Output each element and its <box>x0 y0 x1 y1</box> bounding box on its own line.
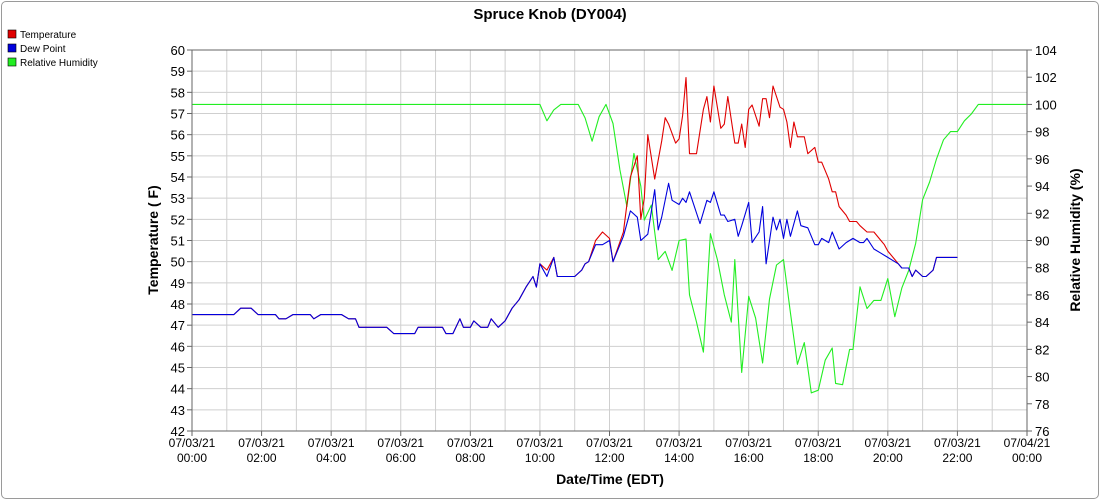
x-tick-date: 07/03/21 <box>725 436 772 450</box>
left-tick-label: 59 <box>171 64 185 79</box>
x-tick-date: 07/03/21 <box>586 436 633 450</box>
series-relative-humidity <box>192 103 1027 394</box>
x-tick-date: 07/03/21 <box>447 436 494 450</box>
legend-label-relative-humidity: Relative Humidity <box>20 58 98 69</box>
left-tick-label: 51 <box>171 234 185 249</box>
left-tick-label: 44 <box>171 382 185 397</box>
x-tick-time: 22:00 <box>942 451 972 465</box>
x-tick-time: 14:00 <box>664 451 694 465</box>
x-axis: 07/03/2100:0007/03/2102:0007/03/2104:000… <box>169 431 1051 465</box>
right-tick-label: 96 <box>1035 152 1049 167</box>
left-tick-label: 42 <box>171 424 185 439</box>
left-tick-label: 58 <box>171 85 185 100</box>
left-tick-label: 47 <box>171 318 185 333</box>
right-tick-label: 104 <box>1035 43 1057 58</box>
legend-swatch-temperature <box>7 29 17 39</box>
x-tick-time: 20:00 <box>873 451 903 465</box>
left-axis-title: Temperature ( F) <box>145 185 161 294</box>
left-tick-label: 57 <box>171 107 185 122</box>
legend-label-temperature: Temperature <box>20 30 77 41</box>
left-tick-label: 45 <box>171 361 185 376</box>
x-tick-time: 10:00 <box>525 451 555 465</box>
right-tick-label: 98 <box>1035 125 1049 140</box>
x-tick-time: 06:00 <box>386 451 416 465</box>
left-tick-label: 55 <box>171 149 185 164</box>
left-tick-label: 49 <box>171 276 185 291</box>
right-tick-label: 84 <box>1035 315 1049 330</box>
x-tick-time: 18:00 <box>803 451 833 465</box>
x-tick-time: 00:00 <box>177 451 207 465</box>
x-tick-date: 07/03/21 <box>795 436 842 450</box>
right-tick-label: 88 <box>1035 261 1049 276</box>
x-tick-date: 07/03/21 <box>656 436 703 450</box>
right-tick-label: 100 <box>1035 97 1057 112</box>
right-axis: 76 78 80 82 84 86 88 90 92 94 96 98 100 102 104 <box>1027 43 1057 439</box>
left-tick-label: 50 <box>171 255 185 270</box>
right-tick-label: 78 <box>1035 397 1049 412</box>
x-tick-time: 02:00 <box>247 451 277 465</box>
x-tick-time: 00:00 <box>1012 451 1042 465</box>
legend-swatch-relative-humidity <box>7 57 17 67</box>
right-tick-label: 92 <box>1035 206 1049 221</box>
legend-swatch-dew-point <box>7 43 17 53</box>
x-tick-time: 16:00 <box>734 451 764 465</box>
left-tick-label: 43 <box>171 403 185 418</box>
legend: Temperature Dew Point Relative Humidity <box>7 29 98 69</box>
right-tick-label: 86 <box>1035 288 1049 303</box>
series-dew-point <box>192 182 958 335</box>
x-tick-date: 07/04/21 <box>1004 436 1051 450</box>
x-tick-date: 07/03/21 <box>517 436 564 450</box>
left-tick-label: 60 <box>171 43 185 58</box>
x-tick-time: 08:00 <box>455 451 485 465</box>
chart-title: Spruce Knob (DY004) <box>473 6 626 23</box>
left-tick-label: 53 <box>171 191 185 206</box>
left-tick-label: 56 <box>171 128 185 143</box>
x-tick-date: 07/03/21 <box>169 436 216 450</box>
x-axis-title: Date/Time (EDT) <box>556 471 664 487</box>
right-tick-label: 80 <box>1035 370 1049 385</box>
right-tick-label: 82 <box>1035 342 1049 357</box>
right-tick-label: 94 <box>1035 179 1049 194</box>
right-tick-label: 90 <box>1035 234 1049 249</box>
right-tick-label: 76 <box>1035 424 1049 439</box>
x-tick-time: 04:00 <box>316 451 346 465</box>
left-axis: 42 43 44 45 46 47 48 49 50 51 52 53 54 55 56 57 58 59 60 <box>171 43 192 439</box>
left-tick-label: 48 <box>171 297 185 312</box>
x-tick-date: 07/03/21 <box>377 436 424 450</box>
x-tick-date: 07/03/21 <box>308 436 355 450</box>
left-tick-label: 52 <box>171 212 185 227</box>
plot-lines <box>192 76 1027 394</box>
right-tick-label: 102 <box>1035 70 1057 85</box>
x-tick-time: 12:00 <box>594 451 624 465</box>
legend-label-dew-point: Dew Point <box>20 44 66 55</box>
x-tick-date: 07/03/21 <box>238 436 285 450</box>
right-axis-title: Relative Humidity (%) <box>1067 168 1083 311</box>
left-tick-label: 54 <box>171 170 185 185</box>
x-tick-date: 07/03/21 <box>864 436 911 450</box>
left-tick-label: 46 <box>171 339 185 354</box>
x-tick-date: 07/03/21 <box>934 436 981 450</box>
